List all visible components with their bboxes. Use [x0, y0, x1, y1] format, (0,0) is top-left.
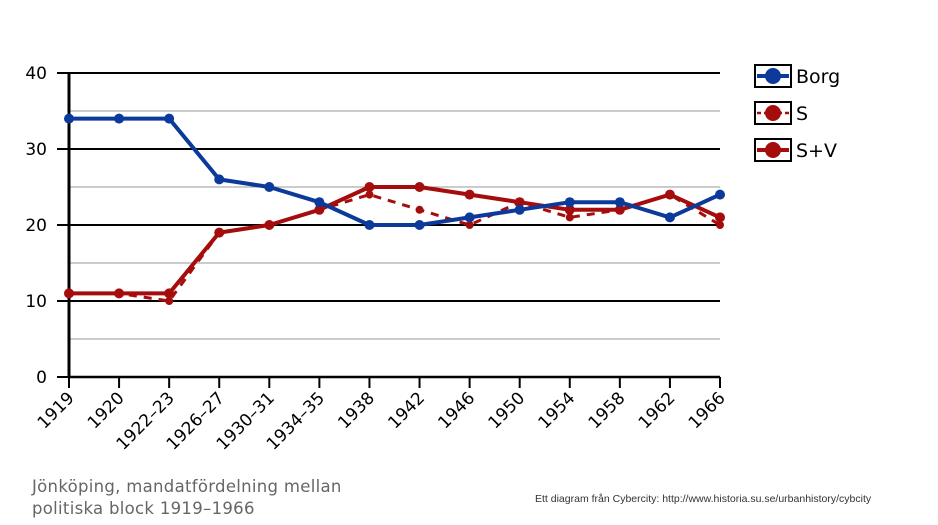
x-tick-label: 1946 — [434, 388, 479, 433]
x-tick-label: 1920 — [84, 388, 129, 433]
data-point — [414, 220, 425, 230]
data-point — [164, 113, 175, 124]
data-point — [664, 212, 675, 223]
data-point — [715, 189, 725, 200]
data-point — [264, 182, 275, 192]
data-point — [614, 204, 625, 215]
data-point — [514, 197, 525, 208]
x-tick-label: 1950 — [484, 388, 529, 433]
data-point — [464, 212, 475, 223]
data-point — [415, 205, 424, 214]
data-point — [314, 197, 325, 208]
caption-line-2: politiska block 1919–1966 — [32, 499, 255, 518]
data-point — [716, 221, 724, 229]
data-point — [365, 190, 374, 199]
credit-text: Ett diagram från Cybercity: http://www.h… — [535, 493, 872, 505]
y-tick-label: 20 — [25, 216, 47, 236]
data-point — [715, 212, 725, 223]
x-tick-label: 1966 — [685, 388, 730, 433]
data-point — [264, 220, 275, 230]
data-point — [214, 227, 225, 238]
y-tick-label: 40 — [25, 64, 47, 84]
y-tick-label: 0 — [36, 368, 47, 388]
legend-label: Borg — [796, 66, 840, 88]
data-point — [214, 174, 225, 185]
legend: Borg S S+V — [754, 64, 840, 162]
data-point — [64, 113, 74, 124]
data-point — [564, 197, 575, 208]
x-tick-label: 1962 — [635, 388, 680, 433]
series-line-s — [69, 193, 721, 303]
data-point — [165, 297, 174, 305]
data-point — [564, 204, 575, 215]
data-point — [164, 288, 175, 299]
x-tick-label: 1954 — [535, 388, 580, 433]
legend-label: S — [796, 103, 808, 125]
series-line-borg — [69, 116, 721, 227]
legend-label: S+V — [796, 140, 837, 162]
legend-swatch-marker — [765, 105, 781, 121]
data-point — [114, 113, 125, 124]
x-tick-label: 1938 — [334, 388, 379, 433]
data-point — [114, 288, 125, 299]
legend-swatch-marker — [765, 68, 781, 84]
x-tick-label: 1958 — [585, 388, 630, 433]
data-point — [64, 288, 74, 299]
data-point — [465, 221, 474, 229]
y-tick-label: 10 — [25, 292, 47, 312]
data-point — [565, 213, 574, 222]
data-point — [614, 197, 625, 208]
data-point — [514, 204, 525, 215]
series — [64, 113, 725, 305]
data-point — [364, 220, 375, 230]
caption-line-1: Jönköping, mandatfördelning mellan — [32, 477, 342, 496]
data-point — [314, 204, 325, 215]
data-point — [414, 182, 425, 192]
x-tick-label: 1942 — [384, 388, 429, 433]
data-point — [464, 189, 475, 200]
y-tick-label: 30 — [25, 140, 47, 160]
chart-caption: Jönköping, mandatfördelning mellan polit… — [32, 476, 392, 520]
x-tick-label: 1919 — [34, 388, 79, 433]
data-point — [364, 182, 375, 192]
data-point — [664, 189, 675, 200]
legend-swatch-marker — [765, 142, 781, 158]
series-line-s-v — [69, 185, 721, 296]
